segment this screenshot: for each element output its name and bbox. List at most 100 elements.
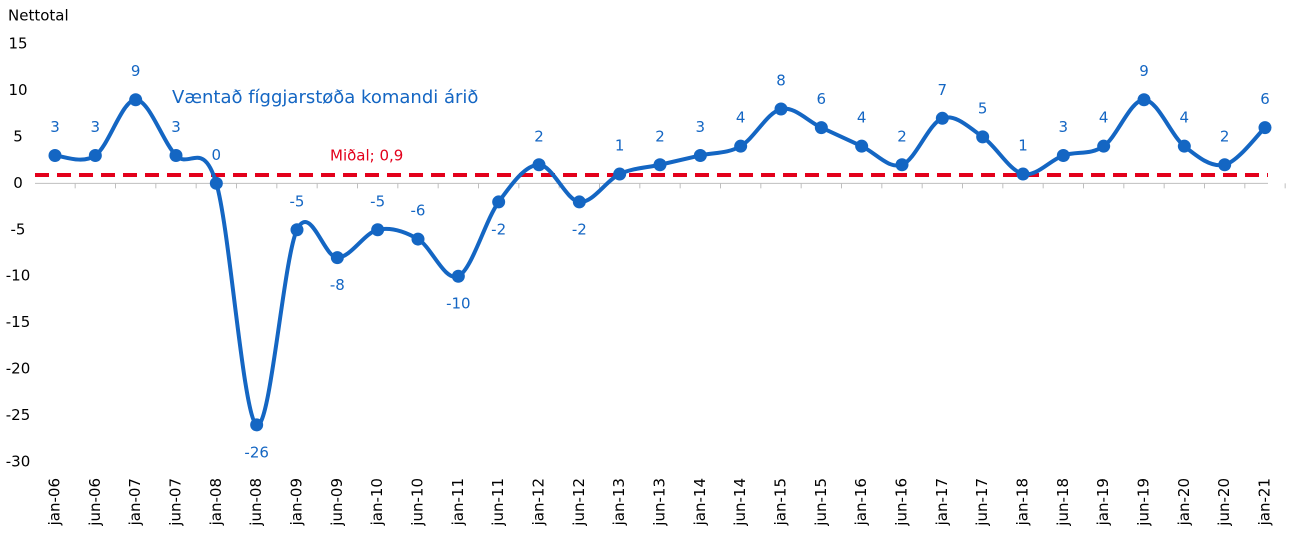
data-point (169, 148, 183, 162)
x-tick-label: jan-19 (1094, 478, 1112, 526)
data-label: 2 (1220, 127, 1230, 145)
data-point (935, 111, 949, 125)
data-label: 7 (938, 81, 948, 99)
data-point (88, 148, 102, 162)
mean-label: Miðal; 0,9 (330, 146, 403, 164)
data-label: 3 (696, 118, 706, 136)
data-point (1056, 148, 1070, 162)
data-label: 0 (212, 146, 222, 164)
x-tick-label: jan-11 (449, 478, 467, 526)
data-label: 1 (615, 137, 625, 155)
x-tick-label: jan-12 (530, 478, 548, 526)
data-label: -2 (572, 220, 587, 238)
data-label: -2 (491, 220, 506, 238)
data-label: -26 (244, 443, 269, 461)
data-point (532, 158, 546, 172)
data-label: 6 (1260, 90, 1270, 108)
x-tick-label: jun-14 (731, 478, 749, 527)
x-tick-label: jun-07 (167, 478, 185, 527)
x-tick-label: jun-15 (812, 478, 830, 527)
data-point (774, 102, 788, 116)
data-point (48, 148, 62, 162)
y-tick-label: 0 (13, 174, 23, 192)
data-label: 2 (655, 127, 665, 145)
x-tick-label: jun-06 (86, 478, 104, 527)
series-label: Væntað fíggjarstøða komandi árið (172, 87, 478, 108)
data-point (209, 176, 223, 190)
x-tick-label: jun-12 (570, 478, 588, 527)
data-label: 4 (1099, 109, 1109, 127)
data-point (1218, 158, 1232, 172)
data-label: 2 (897, 127, 907, 145)
x-tick-label: jun-13 (651, 478, 669, 527)
data-point (814, 121, 828, 135)
data-label: 1 (1018, 137, 1028, 155)
x-tick-label: jun-17 (973, 478, 991, 527)
data-label: -8 (330, 276, 345, 294)
data-point (613, 167, 627, 181)
data-label: -5 (290, 192, 305, 210)
x-tick-label: jun-08 (247, 478, 265, 527)
x-tick-label: jun-09 (328, 478, 346, 527)
data-label: 9 (131, 62, 141, 80)
x-tick-label: jan-13 (610, 478, 628, 526)
y-tick-label: -10 (6, 267, 31, 285)
data-label: 4 (736, 109, 746, 127)
x-tick-label: jan-10 (368, 478, 386, 526)
x-tick-label: jan-14 (691, 478, 709, 526)
data-point (1137, 93, 1151, 107)
x-tick-label: jan-09 (288, 478, 306, 526)
data-point (1016, 167, 1030, 181)
data-label: 4 (1180, 109, 1190, 127)
x-tick-label: jun-19 (1135, 478, 1153, 527)
data-label: 3 (1059, 118, 1069, 136)
data-point (451, 269, 465, 283)
data-point (653, 158, 667, 172)
data-point (976, 130, 990, 144)
y-tick-label: -30 (6, 453, 31, 471)
x-tick-label: jan-06 (46, 478, 64, 526)
series-line (54, 97, 1267, 427)
y-axis-label: Nettotal (8, 7, 69, 25)
data-label: 6 (817, 90, 827, 108)
x-tick-label: jan-21 (1256, 478, 1274, 526)
data-label: -6 (411, 202, 426, 220)
data-label: -10 (446, 295, 471, 313)
data-label: 4 (857, 109, 867, 127)
x-tick-label: jun-20 (1215, 478, 1233, 527)
data-point (250, 418, 264, 432)
data-label: 3 (50, 118, 60, 136)
data-point (693, 148, 707, 162)
y-tick-label: 5 (13, 127, 23, 145)
data-point (895, 158, 909, 172)
y-tick-label: 10 (8, 81, 27, 99)
data-point (411, 232, 425, 246)
x-tick-label: jan-15 (772, 478, 790, 526)
data-label: 9 (1139, 62, 1149, 80)
y-tick-label: -5 (11, 220, 26, 238)
data-label: 3 (171, 118, 181, 136)
data-point (734, 139, 748, 153)
x-tick-label: jun-10 (409, 478, 427, 527)
data-point (855, 139, 869, 153)
x-tick-label: jan-18 (1014, 478, 1032, 526)
data-point (1177, 139, 1191, 153)
data-point (492, 195, 506, 209)
data-point (129, 93, 143, 107)
y-tick-label: 15 (8, 35, 27, 53)
data-point (290, 223, 304, 237)
data-point (572, 195, 586, 209)
x-tick-label: jun-16 (893, 478, 911, 527)
data-point (1097, 139, 1111, 153)
y-tick-label: -25 (6, 406, 31, 424)
data-label: 3 (91, 118, 101, 136)
data-label: 5 (978, 99, 988, 117)
y-tick-label: -20 (6, 360, 31, 378)
data-point (1258, 121, 1272, 135)
data-label: -5 (370, 192, 385, 210)
x-tick-label: jun-11 (489, 478, 507, 527)
x-tick-label: jan-16 (852, 478, 870, 526)
x-tick-label: jan-07 (126, 478, 144, 526)
data-point (330, 251, 344, 265)
